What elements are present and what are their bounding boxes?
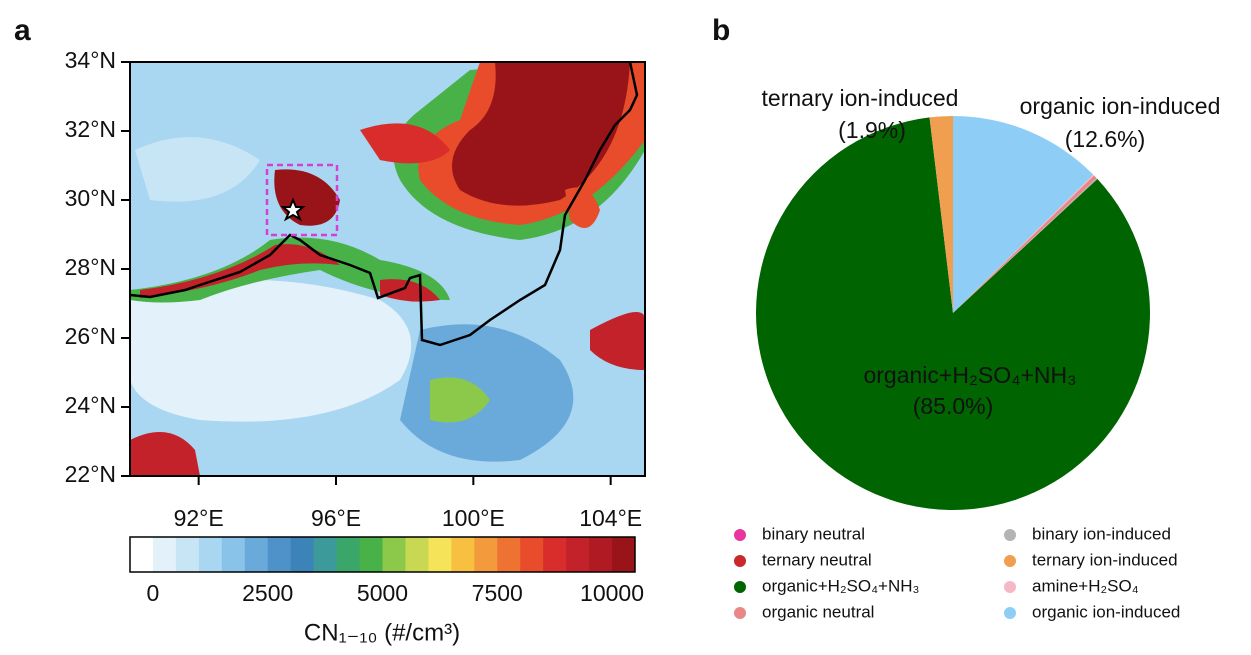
colorbar-level [267, 537, 292, 572]
slice-label: ternary ion-induced [762, 85, 959, 111]
colorbar [130, 537, 636, 572]
legend-marker [1004, 555, 1016, 567]
legend-marker [734, 529, 746, 541]
colorbar-level [244, 537, 269, 572]
y-tick-label: 34°N [65, 47, 116, 73]
colorbar-level [520, 537, 544, 572]
colorbar-level [589, 537, 613, 572]
pie-slice [755, 117, 1150, 510]
colorbar-level [543, 537, 567, 572]
legend-marker [734, 555, 746, 567]
colorbar-level [451, 537, 475, 572]
colorbar-frame [129, 536, 636, 573]
colorbar-level [336, 537, 361, 572]
slice-label: organic ion-induced [1020, 93, 1221, 119]
x-tick-label: 96°E [311, 505, 361, 531]
pie-slice [953, 178, 1098, 313]
map-field [130, 62, 645, 476]
colorbar-level [152, 537, 177, 572]
colorbar-level [428, 537, 452, 572]
x-tick-label: 104°E [579, 505, 642, 531]
y-tick-label: 26°N [65, 323, 116, 349]
colorbar-tick-label: 5000 [357, 580, 408, 606]
colorbar-level [382, 537, 406, 572]
y-tick-label: 32°N [65, 116, 116, 142]
colorbar-level [405, 537, 429, 572]
y-tick-label: 28°N [65, 254, 116, 280]
x-tick-label: 100°E [442, 505, 505, 531]
pie-slice [953, 175, 1097, 313]
slice-value-label: (12.6%) [1065, 126, 1146, 152]
colorbar-level [497, 537, 521, 572]
colorbar-level [474, 537, 498, 572]
legend-label: organic+H₂SO₄+NH₃ [762, 576, 919, 595]
legend-marker [1004, 581, 1016, 593]
colorbar-level [290, 537, 315, 572]
pie-slice [929, 116, 953, 313]
legend-marker [734, 581, 746, 593]
legend-label: organic neutral [762, 602, 874, 621]
colorbar-tick-label: 2500 [242, 580, 293, 606]
legend-label: binary neutral [762, 524, 865, 543]
y-tick-label: 22°N [65, 461, 116, 487]
panel-label: a [14, 14, 31, 47]
y-tick-label: 30°N [65, 185, 116, 211]
legend-marker [1004, 529, 1016, 541]
colorbar-tick-label: 10000 [580, 580, 644, 606]
legend-marker [734, 607, 746, 619]
colorbar-label: CN₁₋₁₀ (#/cm³) [304, 619, 460, 646]
colorbar-tick-label: 7500 [472, 580, 523, 606]
colorbar-level [313, 537, 338, 572]
legend-label: binary ion-induced [1032, 524, 1171, 543]
colorbar-level [221, 537, 246, 572]
y-tick-label: 24°N [65, 392, 116, 418]
colorbar-level [359, 537, 383, 572]
colorbar-level [175, 537, 200, 572]
colorbar-level [612, 537, 636, 572]
legend-label: organic ion-induced [1032, 602, 1180, 621]
legend-label: amine+H₂SO₄ [1032, 576, 1139, 595]
legend-label: ternary ion-induced [1032, 550, 1178, 569]
legend-label: ternary neutral [762, 550, 872, 569]
slice-value-label: (1.9%) [838, 117, 906, 143]
slice-value-label: (85.0%) [913, 393, 994, 419]
colorbar-tick-label: 0 [147, 580, 160, 606]
colorbar-level [198, 537, 223, 572]
pie-slice [953, 174, 1095, 313]
pie-slice [953, 116, 1094, 313]
x-tick-label: 92°E [174, 505, 224, 531]
legend-marker [1004, 607, 1016, 619]
panel-label: b [712, 14, 730, 47]
colorbar-level [130, 537, 154, 572]
slice-label: organic+H₂SO₄+NH₃ [863, 362, 1076, 388]
colorbar-level [566, 537, 590, 572]
